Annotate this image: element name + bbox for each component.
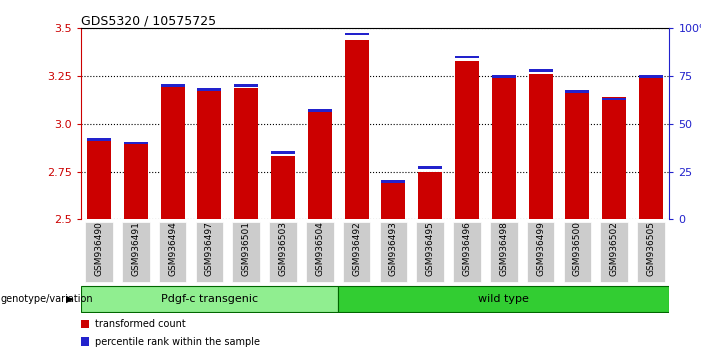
Text: GSM936497: GSM936497 (205, 222, 214, 276)
Bar (269, 222, 297, 282)
Text: GSM936502: GSM936502 (610, 222, 619, 276)
Text: GSM936495: GSM936495 (426, 222, 435, 276)
Bar (122, 222, 149, 282)
Bar (454, 222, 481, 282)
Text: GSM936491: GSM936491 (131, 222, 140, 276)
Bar (234, 84, 258, 87)
Text: GSM936499: GSM936499 (536, 222, 545, 276)
Bar (81, 320, 90, 328)
Bar (490, 222, 517, 282)
Bar (87, 138, 111, 141)
Bar (161, 84, 184, 87)
Text: GSM936504: GSM936504 (315, 222, 325, 276)
Bar (601, 222, 628, 282)
Bar (455, 56, 479, 58)
Bar (639, 75, 663, 78)
Bar (529, 69, 552, 72)
Text: wild type: wild type (478, 293, 529, 304)
Bar (198, 87, 222, 219)
Bar (271, 156, 295, 219)
Bar (381, 183, 405, 219)
Bar (86, 222, 113, 282)
Text: GSM936494: GSM936494 (168, 222, 177, 276)
Bar (345, 40, 369, 219)
Bar (306, 222, 334, 282)
Text: GSM936493: GSM936493 (389, 222, 398, 276)
Bar (455, 61, 479, 219)
Bar (637, 222, 665, 282)
Text: GSM936496: GSM936496 (463, 222, 472, 276)
Bar (233, 222, 260, 282)
Bar (338, 286, 669, 312)
Bar (87, 139, 111, 219)
Bar (308, 109, 332, 112)
Bar (492, 75, 516, 78)
Text: GDS5320 / 10575725: GDS5320 / 10575725 (81, 14, 216, 27)
Text: percentile rank within the sample: percentile rank within the sample (95, 337, 260, 347)
Bar (345, 33, 369, 35)
Text: genotype/variation: genotype/variation (1, 294, 93, 304)
Text: GSM936498: GSM936498 (499, 222, 508, 276)
Text: Pdgf-c transgenic: Pdgf-c transgenic (161, 293, 258, 304)
Text: GSM936505: GSM936505 (646, 222, 655, 276)
Bar (124, 142, 148, 144)
Bar (418, 172, 442, 219)
Bar (81, 337, 90, 346)
Bar (81, 286, 338, 312)
Bar (198, 88, 222, 91)
Bar (566, 91, 590, 219)
Bar (124, 143, 148, 219)
Bar (161, 86, 184, 219)
Bar (564, 222, 591, 282)
Bar (271, 151, 295, 154)
Text: ▶: ▶ (66, 294, 74, 304)
Bar (492, 76, 516, 219)
Bar (527, 222, 554, 282)
Bar (529, 74, 552, 219)
Text: GSM936503: GSM936503 (278, 222, 287, 276)
Bar (380, 222, 407, 282)
Text: GSM936500: GSM936500 (573, 222, 582, 276)
Text: GSM936490: GSM936490 (95, 222, 104, 276)
Bar (381, 180, 405, 183)
Bar (639, 78, 663, 219)
Bar (308, 113, 332, 219)
Bar (196, 222, 223, 282)
Bar (343, 222, 370, 282)
Bar (234, 87, 258, 219)
Bar (159, 222, 186, 282)
Bar (602, 98, 626, 101)
Bar (418, 166, 442, 169)
Bar (566, 90, 590, 93)
Text: transformed count: transformed count (95, 319, 186, 329)
Text: GSM936492: GSM936492 (352, 222, 361, 276)
Bar (602, 97, 626, 219)
Text: GSM936501: GSM936501 (242, 222, 251, 276)
Bar (416, 222, 444, 282)
